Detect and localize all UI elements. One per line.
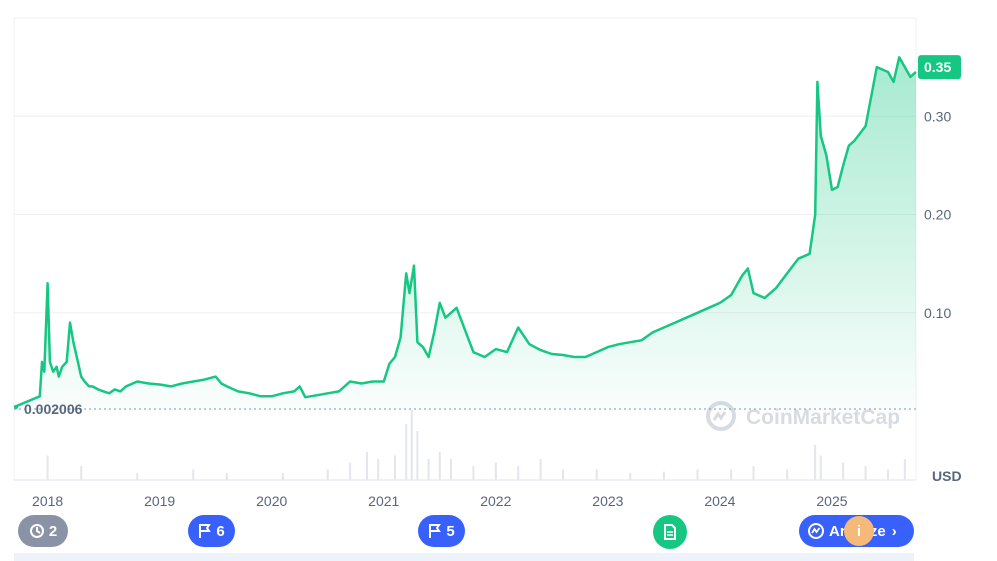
range-scrollbar[interactable]	[14, 553, 914, 561]
flag-icon	[199, 524, 212, 538]
baseline-price-label: 0.002006	[24, 401, 83, 417]
info-marker-icon[interactable]: i	[844, 516, 874, 546]
volume-bar	[814, 445, 817, 480]
volume-bar	[730, 469, 733, 480]
volume-bar	[377, 459, 380, 480]
flag-event-count-2019: 6	[216, 522, 225, 540]
volume-bar	[416, 431, 419, 480]
start-dot	[14, 405, 18, 410]
volume-bar	[517, 466, 520, 480]
current-price-label: 0.35	[924, 59, 951, 75]
history-event-badge[interactable]: 2	[18, 515, 68, 547]
volume-bar	[696, 469, 699, 480]
volume-bar	[349, 462, 352, 480]
volume-bar	[80, 466, 83, 480]
history-icon	[29, 524, 44, 538]
x-tick-label: 2020	[256, 493, 287, 509]
volume-bar	[786, 469, 789, 480]
volume-bar	[562, 469, 565, 480]
volume-bar	[281, 473, 284, 480]
volume-bar	[842, 462, 845, 480]
document-icon	[664, 524, 676, 540]
volume-bar	[46, 455, 49, 480]
x-tick-label: 2024	[704, 493, 735, 509]
volume-bar	[365, 452, 368, 480]
volume-bar	[410, 410, 413, 480]
flag-event-count-2021: 5	[446, 522, 455, 540]
volume-bar	[539, 459, 542, 480]
volume-bar	[886, 469, 889, 480]
volume-bar	[903, 459, 906, 480]
x-axis: 2018 2019 2020 2021 2022 2023 2024 2025	[32, 493, 848, 509]
flag-event-badge-2021[interactable]: 5	[418, 515, 465, 547]
volume-bar	[393, 455, 396, 480]
volume-bar	[864, 466, 867, 480]
volume-bar	[819, 455, 822, 480]
flag-event-badge-2019[interactable]: 6	[188, 515, 235, 547]
volume-bar	[225, 473, 228, 480]
chevron-right-icon: ›	[891, 522, 897, 540]
volume-bar	[136, 473, 139, 480]
y-tick-label: 0.10	[924, 305, 951, 321]
x-tick-label: 2018	[32, 493, 63, 509]
x-tick-label: 2022	[480, 493, 511, 509]
volume-bar	[752, 466, 755, 480]
volume-bar	[438, 452, 441, 480]
price-line	[13, 56, 917, 409]
volume-bar	[326, 469, 329, 480]
x-tick-label: 2019	[144, 493, 175, 509]
x-tick-label: 2023	[592, 493, 623, 509]
document-event-badge-2023[interactable]	[653, 515, 687, 549]
x-tick-label: 2025	[816, 493, 847, 509]
current-price-tag: 0.35	[918, 55, 961, 80]
cmc-logo-icon	[808, 523, 824, 539]
volume-bar	[192, 469, 195, 480]
history-event-count: 2	[48, 522, 58, 540]
volume-bars	[46, 410, 906, 480]
volume-bar	[449, 459, 452, 480]
currency-label: USD	[932, 468, 962, 484]
watermark-text: CoinMarketCap	[746, 406, 900, 429]
volume-bar	[427, 459, 430, 480]
price-area-fill	[14, 57, 916, 412]
volume-bar	[595, 469, 598, 480]
y-axis: 0.30 0.20 0.10	[924, 108, 951, 321]
volume-bar	[629, 473, 632, 480]
current-price-background	[918, 55, 961, 80]
y-tick-label: 0.20	[924, 207, 951, 223]
volume-bar	[662, 471, 665, 480]
y-tick-label: 0.30	[924, 108, 951, 124]
volume-bar	[405, 424, 408, 480]
volume-bar	[472, 466, 475, 480]
volume-bar	[494, 462, 497, 480]
x-tick-label: 2021	[368, 493, 399, 509]
flag-icon	[429, 524, 442, 538]
